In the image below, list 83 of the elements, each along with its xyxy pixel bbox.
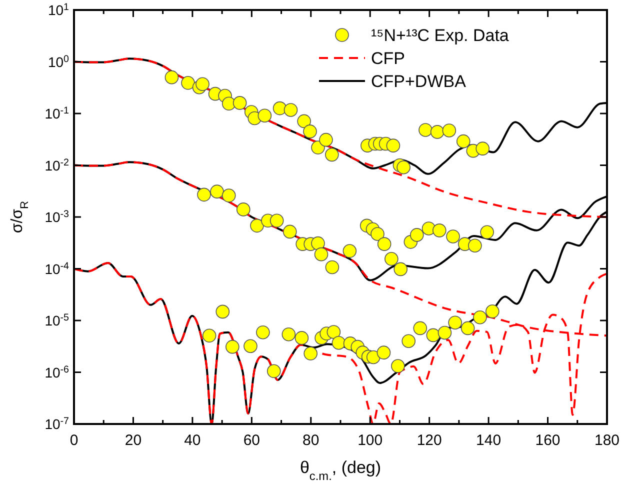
y-tick-label: 10$^{-4}$ xyxy=(44,260,70,277)
y-tick-label: 10$^{-2}$ xyxy=(44,156,69,174)
x-tick-label: 100 xyxy=(358,432,383,449)
legend-label: ¹⁵N+¹³C Exp. Data xyxy=(371,26,510,45)
point xyxy=(297,114,311,128)
point xyxy=(325,260,340,274)
y-tick-label: 10$^{0}$ xyxy=(48,53,70,70)
point xyxy=(304,346,318,360)
x-tick-label: 80 xyxy=(302,432,320,449)
y-tick-label: 10$^{-6}$ xyxy=(44,364,70,380)
point xyxy=(326,325,341,339)
x-tick-label: 40 xyxy=(184,432,201,449)
point xyxy=(438,326,452,340)
point xyxy=(294,331,309,345)
point xyxy=(258,108,272,123)
point xyxy=(236,202,250,216)
point xyxy=(370,227,384,241)
point xyxy=(250,218,264,233)
point xyxy=(480,225,494,240)
point xyxy=(311,140,325,154)
point xyxy=(413,321,428,336)
x-tick-label: 120 xyxy=(416,432,442,449)
y-tick-label: 10$^{-1}$ xyxy=(44,105,69,122)
x-tick-label: 20 xyxy=(124,432,142,449)
legend-label: CFP xyxy=(371,49,405,68)
point xyxy=(391,359,405,373)
point xyxy=(311,236,325,250)
point xyxy=(468,238,482,253)
point xyxy=(216,304,230,319)
point xyxy=(442,124,456,138)
point xyxy=(342,244,357,258)
point xyxy=(196,77,210,91)
point xyxy=(456,134,470,148)
point xyxy=(303,124,317,138)
point xyxy=(266,364,281,378)
point xyxy=(284,103,298,117)
point xyxy=(197,188,211,202)
legend-label: CFP+DWBA xyxy=(371,72,467,91)
point xyxy=(430,125,444,139)
point xyxy=(376,346,391,360)
point xyxy=(384,252,398,266)
point xyxy=(222,188,236,202)
point xyxy=(226,340,240,354)
point xyxy=(366,350,380,364)
point xyxy=(332,336,346,350)
x-tick-label: 60 xyxy=(243,432,260,449)
point xyxy=(473,310,487,324)
point xyxy=(476,142,490,156)
point xyxy=(426,328,440,342)
y-tick-label: 10$^{-3}$ xyxy=(44,208,70,225)
y-tick-label: 10$^{-7}$ xyxy=(44,416,69,432)
point xyxy=(314,247,328,262)
point xyxy=(396,160,410,174)
x-axis-title: θ$_{c.m.}$, (deg) xyxy=(300,458,382,483)
point xyxy=(282,327,296,342)
point xyxy=(377,237,392,251)
point xyxy=(256,325,270,340)
point xyxy=(319,132,333,147)
point xyxy=(386,138,400,152)
point xyxy=(282,224,297,239)
point xyxy=(232,96,247,110)
point xyxy=(446,230,460,244)
point xyxy=(202,328,216,343)
point xyxy=(418,123,432,137)
point xyxy=(164,70,179,84)
y-tick-label: 10$^{-5}$ xyxy=(44,312,70,328)
point xyxy=(486,304,500,318)
point xyxy=(181,76,195,90)
point xyxy=(410,228,424,242)
point xyxy=(244,339,258,354)
point xyxy=(325,148,339,162)
point xyxy=(270,214,284,228)
point xyxy=(432,224,446,238)
x-tick-label: 140 xyxy=(476,432,502,449)
point xyxy=(394,262,408,276)
x-tick-label: 0 xyxy=(70,432,78,449)
x-tick-label: 160 xyxy=(535,432,560,449)
point xyxy=(210,184,224,198)
point xyxy=(448,316,462,330)
point xyxy=(402,334,416,348)
x-tick-label: 180 xyxy=(594,432,620,449)
point xyxy=(460,321,475,336)
y-tick-label: 10$^{1}$ xyxy=(48,2,69,18)
